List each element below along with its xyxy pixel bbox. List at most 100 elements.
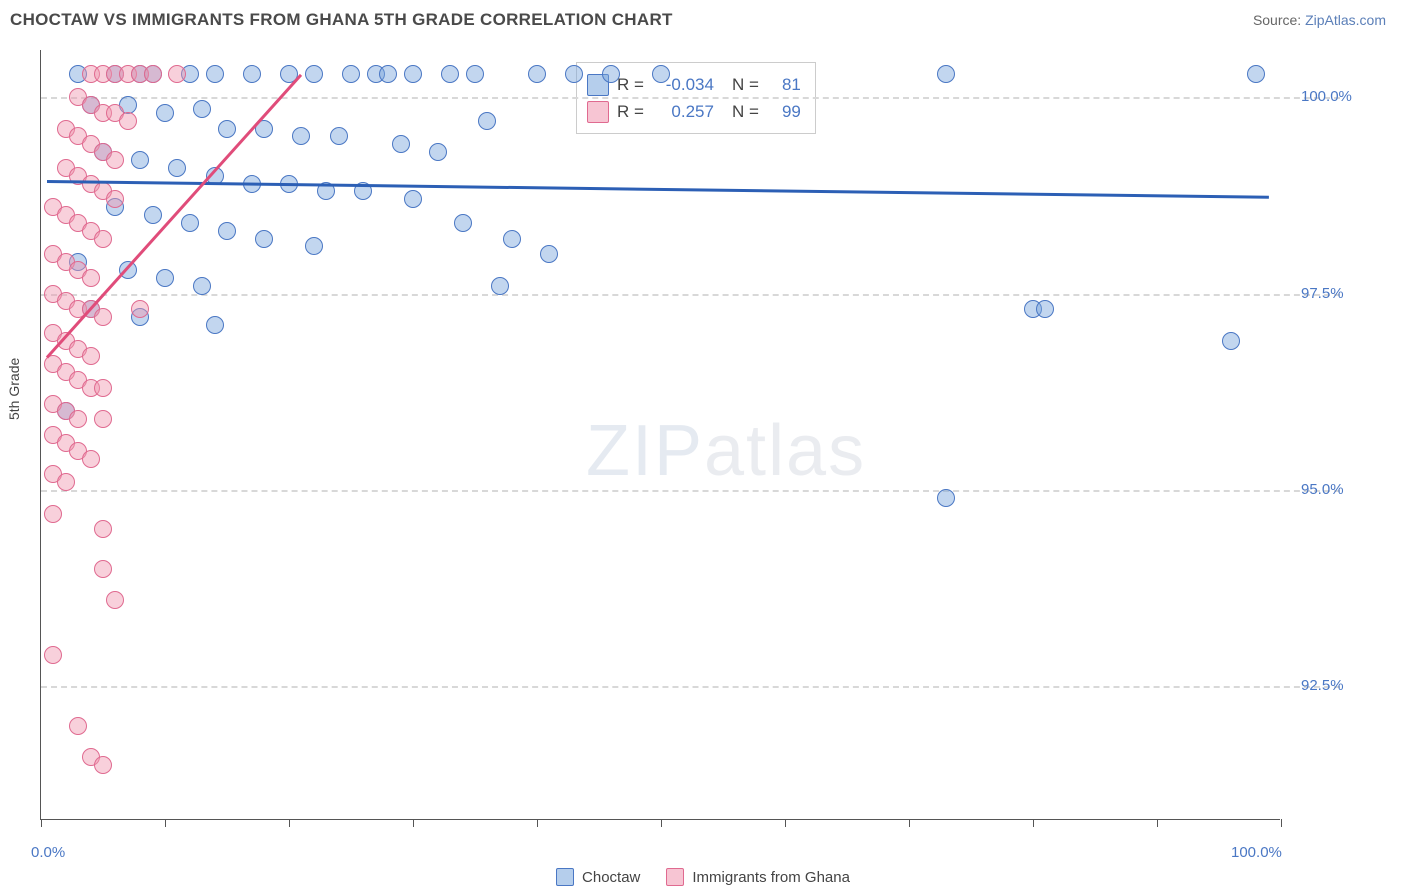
trend-line xyxy=(47,180,1268,199)
data-point xyxy=(144,65,162,83)
scatter-plot-area: ZIPatlas R =-0.034N =81R =0.257N =99 92.… xyxy=(40,50,1280,820)
data-point xyxy=(69,410,87,428)
stat-row: R = 0.257 N = 99 xyxy=(587,98,801,125)
legend-label: Immigrants from Ghana xyxy=(692,869,850,886)
data-point xyxy=(94,410,112,428)
data-point xyxy=(602,65,620,83)
gridline xyxy=(41,294,1340,296)
data-point xyxy=(454,214,472,232)
data-point xyxy=(69,717,87,735)
stat-n-label: N = xyxy=(732,71,759,98)
data-point xyxy=(106,591,124,609)
y-tick-label: 100.0% xyxy=(1301,88,1352,105)
x-tick xyxy=(909,819,910,827)
data-point xyxy=(82,450,100,468)
data-point xyxy=(156,269,174,287)
legend-label: Choctaw xyxy=(582,869,640,886)
x-tick xyxy=(661,819,662,827)
data-point xyxy=(57,473,75,491)
y-tick-label: 97.5% xyxy=(1301,285,1344,302)
data-point xyxy=(937,65,955,83)
data-point xyxy=(243,65,261,83)
x-tick xyxy=(1033,819,1034,827)
data-point xyxy=(255,230,273,248)
data-point xyxy=(206,65,224,83)
source-prefix: Source: xyxy=(1253,12,1305,28)
legend-item: Immigrants from Ghana xyxy=(666,868,850,886)
data-point xyxy=(292,127,310,145)
gridline xyxy=(41,686,1340,688)
data-point xyxy=(305,65,323,83)
data-point xyxy=(429,143,447,161)
data-point xyxy=(491,277,509,295)
data-point xyxy=(1222,332,1240,350)
y-axis-label: 5th Grade xyxy=(6,358,22,420)
data-point xyxy=(106,151,124,169)
data-point xyxy=(94,230,112,248)
data-point xyxy=(305,237,323,255)
data-point xyxy=(94,379,112,397)
x-tick xyxy=(1157,819,1158,827)
data-point xyxy=(528,65,546,83)
x-tick xyxy=(165,819,166,827)
watermark: ZIPatlas xyxy=(586,410,866,492)
legend-swatch xyxy=(556,868,574,886)
data-point xyxy=(937,489,955,507)
data-point xyxy=(565,65,583,83)
data-point xyxy=(131,300,149,318)
data-point xyxy=(379,65,397,83)
x-tick-label: 100.0% xyxy=(1231,844,1282,861)
data-point xyxy=(94,520,112,538)
data-point xyxy=(82,269,100,287)
data-point xyxy=(540,245,558,263)
data-point xyxy=(94,560,112,578)
data-point xyxy=(1247,65,1265,83)
data-point xyxy=(218,120,236,138)
data-point xyxy=(330,127,348,145)
data-point xyxy=(193,100,211,118)
data-point xyxy=(106,190,124,208)
data-point xyxy=(404,190,422,208)
bottom-legend: Choctaw Immigrants from Ghana xyxy=(0,868,1406,886)
data-point xyxy=(342,65,360,83)
x-tick xyxy=(537,819,538,827)
data-point xyxy=(94,308,112,326)
stat-r-label: R = xyxy=(617,71,644,98)
y-tick-label: 92.5% xyxy=(1301,677,1344,694)
chart-header: CHOCTAW VS IMMIGRANTS FROM GHANA 5TH GRA… xyxy=(0,0,1406,36)
source-link[interactable]: ZipAtlas.com xyxy=(1305,12,1386,28)
data-point xyxy=(181,214,199,232)
x-tick xyxy=(785,819,786,827)
source-attribution: Source: ZipAtlas.com xyxy=(1253,12,1386,28)
data-point xyxy=(44,646,62,664)
x-tick xyxy=(1281,819,1282,827)
y-tick-label: 95.0% xyxy=(1301,481,1344,498)
chart-title: CHOCTAW VS IMMIGRANTS FROM GHANA 5TH GRA… xyxy=(10,10,673,30)
stat-r-value: 0.257 xyxy=(652,98,714,125)
data-point xyxy=(94,756,112,774)
stat-r-label: R = xyxy=(617,98,644,125)
data-point xyxy=(392,135,410,153)
data-point xyxy=(466,65,484,83)
watermark-thin: atlas xyxy=(704,411,866,491)
data-point xyxy=(131,151,149,169)
x-tick-label: 0.0% xyxy=(31,844,65,861)
data-point xyxy=(404,65,422,83)
data-point xyxy=(652,65,670,83)
data-point xyxy=(119,112,137,130)
x-tick xyxy=(413,819,414,827)
stat-n-value: 99 xyxy=(767,98,801,125)
data-point xyxy=(144,206,162,224)
data-point xyxy=(168,159,186,177)
data-point xyxy=(206,316,224,334)
legend-swatch xyxy=(666,868,684,886)
stat-n-label: N = xyxy=(732,98,759,125)
data-point xyxy=(193,277,211,295)
data-point xyxy=(218,222,236,240)
watermark-bold: ZIP xyxy=(586,411,704,491)
x-tick xyxy=(289,819,290,827)
data-point xyxy=(156,104,174,122)
stat-n-value: 81 xyxy=(767,71,801,98)
data-point xyxy=(168,65,186,83)
data-point xyxy=(44,505,62,523)
